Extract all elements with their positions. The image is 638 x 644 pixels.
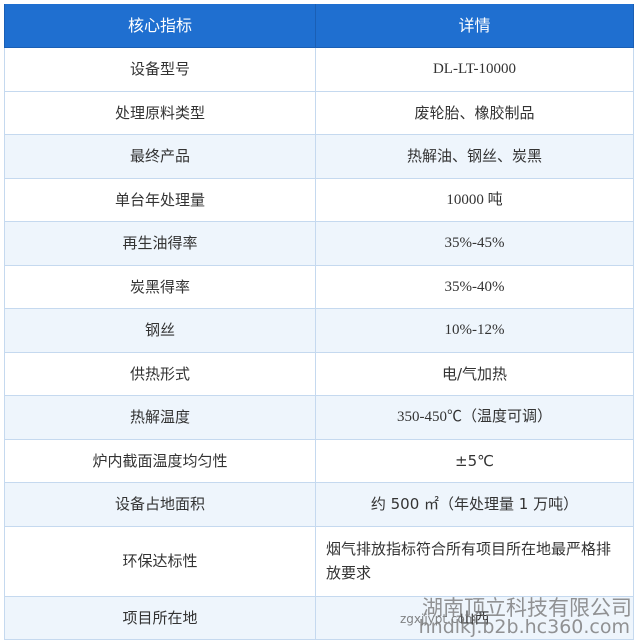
table-row: 设备型号 DL-LT-10000: [4, 48, 634, 92]
table-row: 再生油得率 35%-45%: [4, 222, 634, 266]
spec-table: 核心指标 详情 设备型号 DL-LT-10000 处理原料类型 废轮胎、橡胶制品 最终产品热…: [4, 4, 634, 644]
table-row: 炭黑得率 35%-40%: [4, 265, 634, 309]
watermark-company: 湖南顶立科技有限公司: [422, 596, 632, 620]
detail-cell: 电/气加热: [316, 352, 634, 396]
detail-cell: 350-450℃（温度可调）: [316, 396, 634, 440]
table-row: 设备占地面积约 500 ㎡（年处理量 1 万吨）: [4, 483, 634, 527]
detail-cell: 山西: [316, 596, 634, 640]
metric-cell: 设备占地面积: [4, 483, 316, 527]
watermark-small: zgxjjypt.com: [400, 612, 477, 626]
metric-cell: 钢丝: [4, 309, 316, 353]
metric-cell: 环保达标性: [4, 526, 316, 597]
metric-cell: 设备型号: [4, 48, 316, 92]
detail-cell: 35%-45%: [316, 222, 634, 266]
detail-cell: 35%-40%: [316, 265, 634, 309]
table-row: 最终产品 热解油、钢丝、炭黑: [4, 135, 634, 179]
table-row: 热解温度 350-450℃（温度可调）: [4, 396, 634, 440]
metric-cell: 热解温度: [4, 396, 316, 440]
table-row: 炉内截面温度均匀性 ±5℃: [4, 439, 634, 483]
metric-cell: 处理原料类型: [4, 91, 316, 135]
detail-cell: 详情: [316, 4, 634, 48]
table-row: 核心指标 详情: [4, 4, 634, 48]
metric-cell: 单台年处理量: [4, 178, 316, 222]
table-row: 单台年处理量 10000 吨: [4, 178, 634, 222]
detail-cell: 烟气排放指标符合所有项目所在地最严格排放要求: [316, 526, 634, 597]
detail-cell: 10%-12%: [316, 309, 634, 353]
metric-cell: 核心指标: [4, 4, 316, 48]
detail-cell: 热解油、钢丝、炭黑: [316, 135, 634, 179]
table-row: 环保达标性 烟气排放指标符合所有项目所在地最严格排放要求: [4, 526, 634, 597]
watermark-site: hndlkj.b2b.hc360.com: [418, 616, 630, 638]
detail-cell: 废轮胎、橡胶制品: [316, 91, 634, 135]
table-row: 供热形式 电/气加热: [4, 352, 634, 396]
detail-cell: DL-LT-10000: [316, 48, 634, 92]
table-row: 钢丝 10%-12%: [4, 309, 634, 353]
metric-cell: 炉内截面温度均匀性: [4, 439, 316, 483]
detail-cell: 10000 吨: [316, 178, 634, 222]
detail-cell: 约 500 ㎡（年处理量 1 万吨）: [316, 483, 634, 527]
metric-cell: 最终产品: [4, 135, 316, 179]
metric-cell: 供热形式: [4, 352, 316, 396]
metric-cell: 项目所在地: [4, 596, 316, 640]
metric-cell: 再生油得率: [4, 222, 316, 266]
table-row: 项目所在地 山西: [4, 596, 634, 640]
table-row: 处理原料类型 废轮胎、橡胶制品: [4, 91, 634, 135]
metric-cell: 炭黑得率: [4, 265, 316, 309]
detail-cell: ±5℃: [316, 439, 634, 483]
